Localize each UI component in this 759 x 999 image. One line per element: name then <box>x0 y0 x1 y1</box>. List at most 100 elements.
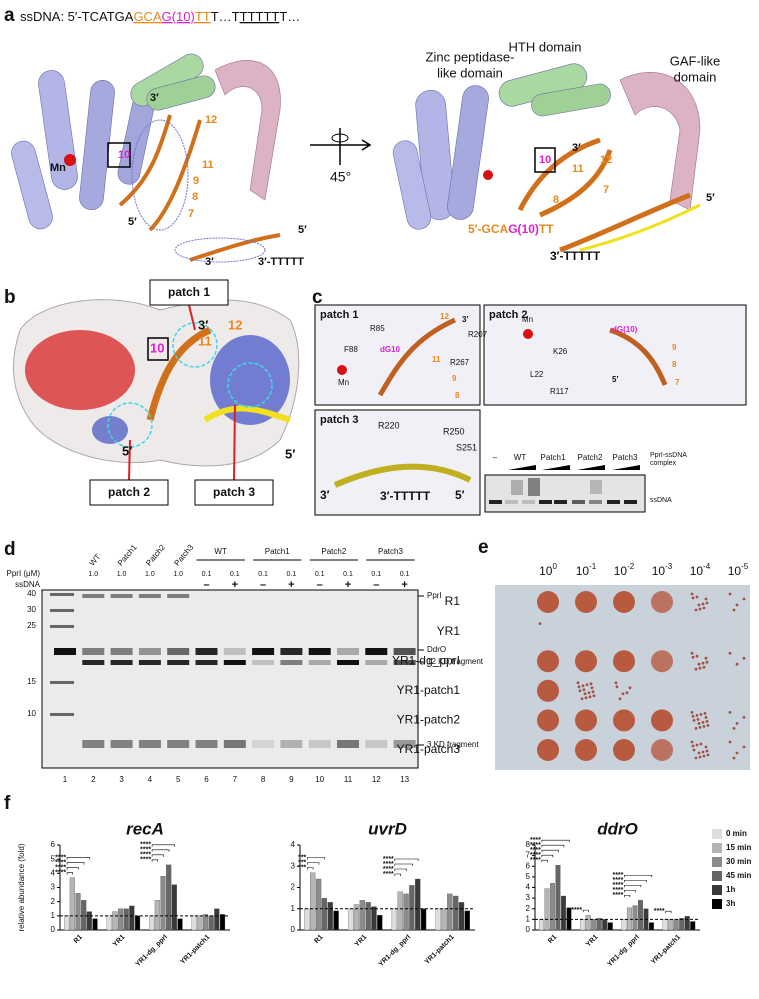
bar <box>177 918 183 931</box>
label: 5 <box>526 872 531 881</box>
bar <box>403 893 409 931</box>
colony <box>702 725 706 728</box>
gel-band <box>110 594 133 598</box>
gel-band <box>252 648 275 655</box>
colony-spot <box>613 739 635 761</box>
colony <box>704 745 708 749</box>
gel-band <box>54 648 76 655</box>
sig-bracket <box>541 839 570 843</box>
label: 3′ <box>205 256 214 268</box>
seq-part: ssDNA: 5′-TCATGA <box>20 9 134 24</box>
gel-band <box>624 500 637 504</box>
bar <box>673 919 679 931</box>
dilution-exp: -1 <box>589 562 597 571</box>
label: WT <box>514 453 527 462</box>
bar <box>668 919 674 931</box>
label: YR1-patch1 <box>397 683 461 697</box>
label: 10 <box>27 709 36 718</box>
bar <box>684 916 690 931</box>
dilution-base: 10 <box>576 564 590 578</box>
label: patch 1 <box>168 285 210 299</box>
density <box>131 119 189 231</box>
dna <box>579 203 701 252</box>
colony <box>589 682 593 686</box>
label: 25 <box>27 621 36 630</box>
colony <box>580 697 584 701</box>
label: Patch2 <box>144 542 167 567</box>
gel-band <box>223 648 246 655</box>
label: PprI-ssDNA <box>650 452 687 459</box>
bar <box>409 885 415 931</box>
label: 5′ <box>706 192 715 204</box>
dna <box>146 326 212 421</box>
label: 10 <box>315 775 324 784</box>
label: 11 <box>432 355 441 364</box>
label: 5′ <box>455 488 465 502</box>
bar <box>129 905 135 931</box>
label: DdrO <box>427 645 446 654</box>
ladder-band <box>50 593 74 596</box>
label: YR1-patch3 <box>397 742 461 756</box>
label: 3 <box>119 775 124 784</box>
gel-band <box>607 500 620 504</box>
label: 13 <box>400 775 409 784</box>
wedge <box>508 465 536 470</box>
patch-circle <box>172 322 218 368</box>
gel-band <box>337 660 359 665</box>
colony <box>690 592 694 596</box>
label: R85 <box>370 324 385 333</box>
bar <box>160 876 166 931</box>
label: uvrD <box>368 819 407 838</box>
ladder-band <box>50 625 74 628</box>
dilution-exp: 0 <box>552 562 557 571</box>
box <box>534 147 556 173</box>
label: *** <box>298 854 306 861</box>
gel <box>484 474 646 513</box>
colony <box>694 727 698 730</box>
label: Patch3 <box>613 453 638 462</box>
label: 1 <box>291 904 296 913</box>
sig-bracket <box>394 863 413 866</box>
bar <box>219 914 226 931</box>
label: 12 <box>600 154 612 166</box>
colony <box>701 750 705 754</box>
colony <box>728 740 732 744</box>
dilution-base: 10 <box>728 564 742 578</box>
label: 6 <box>204 775 209 784</box>
label: YR1-dg_pprI <box>135 934 169 968</box>
dilution-exp: -4 <box>703 562 711 571</box>
bar <box>464 910 470 931</box>
label: 7 <box>188 208 194 220</box>
label: 3 KD fragment <box>427 740 479 749</box>
label: **** <box>530 837 541 844</box>
colony <box>585 683 589 687</box>
label: 15 min <box>726 843 751 852</box>
bar <box>149 915 155 931</box>
label: 8 <box>192 191 198 203</box>
patch-circle <box>227 362 273 408</box>
label: R220 <box>378 420 400 430</box>
label: ssDNA <box>650 497 672 504</box>
label: Patch3 <box>378 547 403 556</box>
gel-band <box>393 740 416 748</box>
label: Mn <box>522 315 533 324</box>
label: 3′ <box>198 317 208 332</box>
label: R1 <box>547 934 558 945</box>
label: 0 min <box>726 829 747 838</box>
colony <box>591 690 595 694</box>
colony <box>704 656 708 660</box>
label: 11 <box>198 333 212 348</box>
bar <box>690 921 696 931</box>
colony <box>728 651 732 655</box>
strand-part: G(10) <box>508 222 539 236</box>
bar <box>538 919 544 931</box>
label: 40 <box>27 589 36 598</box>
sig-bracket <box>394 873 401 876</box>
bar <box>397 891 403 931</box>
label: *** <box>298 864 306 871</box>
colony <box>701 721 705 724</box>
gel-band <box>82 648 105 655</box>
label: patch 2 <box>108 485 150 499</box>
frame <box>483 304 747 406</box>
bar <box>648 922 654 931</box>
